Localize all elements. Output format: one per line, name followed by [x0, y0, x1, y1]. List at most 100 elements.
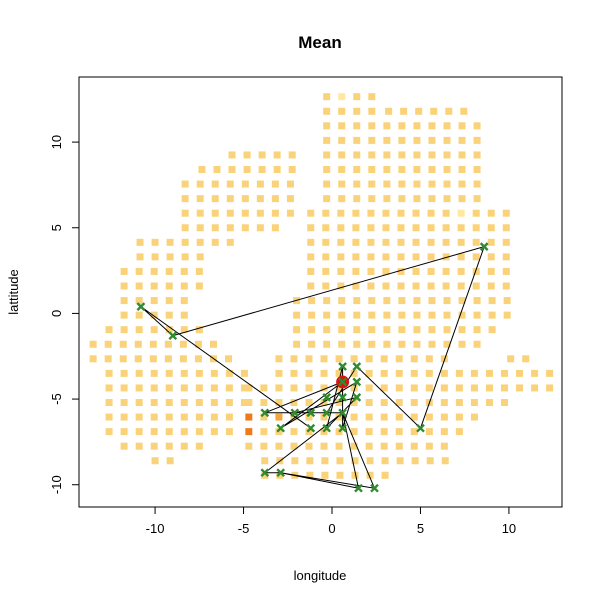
y-tick-label: -10 — [49, 475, 64, 494]
heat-cell — [195, 398, 203, 406]
heat-cell — [196, 238, 204, 246]
heat-cell — [398, 311, 406, 319]
heat-cell — [396, 457, 404, 465]
heat-cell — [368, 151, 376, 159]
heat-cell — [413, 122, 421, 130]
heat-cell — [382, 282, 390, 290]
heat-cell — [516, 369, 524, 377]
heat-cell — [181, 253, 189, 261]
heat-cell — [443, 166, 451, 174]
heat-cell — [338, 195, 346, 203]
heat-cell — [353, 93, 361, 101]
heat-cell — [352, 282, 360, 290]
heat-cell — [413, 311, 421, 319]
heat-cell — [413, 297, 421, 305]
heat-cell — [241, 195, 249, 203]
heat-cell — [487, 253, 495, 261]
heat-cell — [194, 355, 202, 363]
heat-cell — [352, 238, 360, 246]
heat-cell — [321, 457, 329, 465]
heat-cell — [164, 340, 172, 348]
heat-cell — [412, 253, 420, 261]
heat-cell — [275, 413, 283, 421]
heat-cell — [165, 428, 173, 436]
heat-cell — [350, 384, 358, 392]
heat-cell — [502, 253, 510, 261]
heat-cell — [440, 442, 448, 450]
heat-cell — [335, 384, 343, 392]
heat-cell — [271, 180, 279, 188]
heat-cell — [165, 267, 173, 275]
heat-cell — [211, 209, 219, 217]
y-tick-label: 0 — [49, 310, 64, 317]
heat-cell — [105, 428, 113, 436]
heat-cell — [288, 166, 296, 174]
heat-cell — [337, 224, 345, 232]
heat-cell — [164, 355, 172, 363]
heat-cell — [243, 166, 251, 174]
heat-cell — [365, 355, 373, 363]
heat-cell — [443, 311, 451, 319]
heat-cell — [443, 326, 451, 334]
heat-cell — [442, 238, 450, 246]
heat-cell — [209, 340, 217, 348]
x-point-marker — [290, 408, 300, 418]
plot-frame — [78, 76, 563, 508]
heat-cell — [321, 471, 329, 479]
heat-cell — [365, 398, 373, 406]
heat-cell — [398, 326, 406, 334]
heat-cell — [397, 238, 405, 246]
heat-cell — [411, 457, 419, 465]
heat-cell — [226, 195, 234, 203]
heat-cell — [120, 297, 128, 305]
heat-cell — [458, 180, 466, 188]
x-axis-label: longitude — [294, 568, 347, 583]
heat-cell — [307, 282, 315, 290]
heat-cell — [322, 282, 330, 290]
heat-cell — [211, 224, 219, 232]
heat-cell — [365, 442, 373, 450]
heat-cell — [502, 238, 510, 246]
heat-cell — [307, 224, 315, 232]
heat-cell — [180, 428, 188, 436]
heat-cell — [368, 166, 376, 174]
heat-cell — [225, 384, 233, 392]
heat-cell — [211, 180, 219, 188]
heat-cell — [458, 340, 466, 348]
heat-cell — [440, 384, 448, 392]
heat-cell — [305, 442, 313, 450]
heat-cell — [413, 166, 421, 174]
heat-cell — [338, 136, 346, 144]
heat-cell — [245, 442, 253, 450]
heat-cell — [210, 413, 218, 421]
heat-cell — [135, 297, 143, 305]
heat-cell — [473, 180, 481, 188]
heat-cell — [413, 180, 421, 188]
heat-cell — [395, 369, 403, 377]
heat-cell — [382, 267, 390, 275]
heat-cell — [487, 238, 495, 246]
heat-cell — [473, 311, 481, 319]
heat-cell — [119, 340, 127, 348]
heat-cell — [381, 457, 389, 465]
heat-cell — [455, 413, 463, 421]
heat-cell — [502, 267, 510, 275]
x-tick-label: 0 — [328, 521, 335, 536]
heat-cell — [165, 297, 173, 305]
heat-cell — [443, 136, 451, 144]
heat-cell — [322, 224, 330, 232]
heat-cell — [336, 471, 344, 479]
heat-cell — [288, 151, 296, 159]
heat-cell — [380, 442, 388, 450]
heat-cell — [383, 311, 391, 319]
heat-cell — [180, 369, 188, 377]
heat-cell — [256, 195, 264, 203]
heat-cell — [458, 122, 466, 130]
heat-cell — [410, 398, 418, 406]
heat-cell — [226, 209, 234, 217]
heat-cell — [243, 151, 251, 159]
heat-cell — [397, 253, 405, 261]
heat-cell — [457, 238, 465, 246]
heat-cell — [398, 297, 406, 305]
x-point-marker — [322, 393, 332, 402]
